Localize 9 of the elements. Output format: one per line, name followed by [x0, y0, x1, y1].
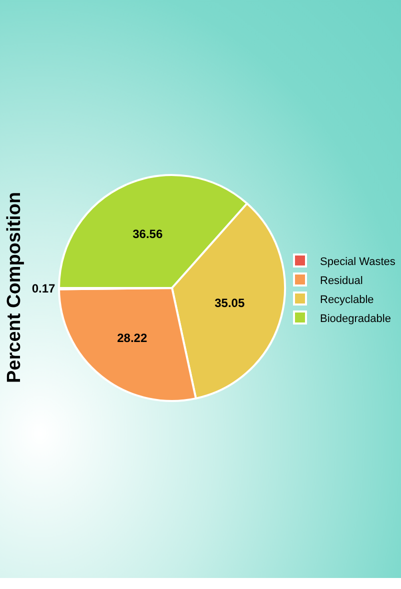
- legend-label: Recyclable: [320, 294, 374, 306]
- data-label: 36.56: [132, 227, 163, 242]
- text: Percent Composition: [4, 192, 25, 383]
- legend-label: Residual: [320, 274, 363, 287]
- legend-label: Special Wastes: [320, 256, 396, 268]
- data-label: 0.17: [32, 282, 56, 296]
- legend-label: Biodegradable: [320, 312, 391, 325]
- data-label: 35.05: [214, 296, 245, 310]
- data-label: 28.22: [117, 330, 148, 345]
